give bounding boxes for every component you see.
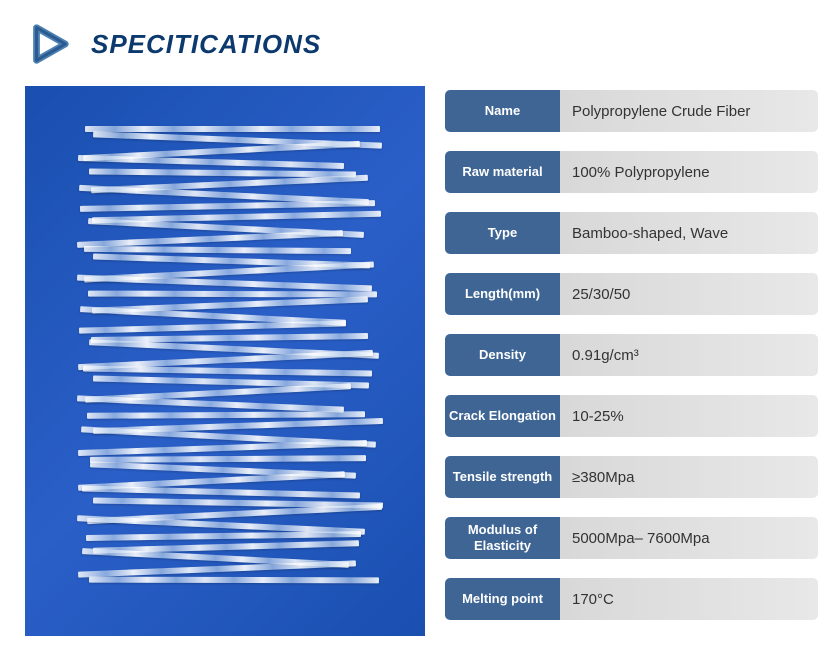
fiber-strip	[88, 291, 377, 298]
spec-value: 0.91g/cm³	[560, 334, 818, 376]
spec-value: 10-25%	[560, 395, 818, 437]
spec-label: Density	[445, 334, 560, 376]
spec-label: Raw material	[445, 151, 560, 193]
fiber-strip	[77, 395, 344, 412]
spec-label: Tensile strength	[445, 456, 560, 498]
spec-value: Polypropylene Crude Fiber	[560, 90, 818, 132]
spec-label: Type	[445, 212, 560, 254]
spec-row: Modulus of Elasticity5000Mpa– 7600Mpa	[445, 517, 818, 559]
spec-label: Length(mm)	[445, 273, 560, 315]
spec-row: Density0.91g/cm³	[445, 334, 818, 376]
spec-value: 100% Polypropylene	[560, 151, 818, 193]
fiber-strip	[90, 455, 366, 463]
spec-value: Bamboo-shaped, Wave	[560, 212, 818, 254]
fiber-strip	[79, 320, 346, 333]
spec-value: 170°C	[560, 578, 818, 620]
fiber-strip	[89, 577, 379, 584]
fiber-strip	[87, 411, 365, 419]
content-area: NamePolypropylene Crude FiberRaw materia…	[25, 86, 818, 636]
spec-label: Crack Elongation	[445, 395, 560, 437]
spec-label: Melting point	[445, 578, 560, 620]
spec-row: Length(mm)25/30/50	[445, 273, 818, 315]
spec-value: ≥380Mpa	[560, 456, 818, 498]
spec-row: NamePolypropylene Crude Fiber	[445, 90, 818, 132]
spec-row: Melting point170°C	[445, 578, 818, 620]
spec-value: 5000Mpa– 7600Mpa	[560, 517, 818, 559]
fiber-strip	[83, 366, 372, 377]
page-title: SPECITICATIONS	[91, 29, 321, 60]
spec-row: Tensile strength≥380Mpa	[445, 456, 818, 498]
product-image	[25, 86, 425, 636]
fiber-strip	[78, 440, 367, 456]
spec-label: Name	[445, 90, 560, 132]
spec-table: NamePolypropylene Crude FiberRaw materia…	[445, 86, 818, 636]
spec-value: 25/30/50	[560, 273, 818, 315]
fiber-strip	[84, 246, 351, 254]
fiber-strip	[86, 531, 361, 541]
triangle-icon	[25, 20, 73, 68]
spec-row: Crack Elongation10-25%	[445, 395, 818, 437]
fiber-strip	[78, 155, 344, 169]
fiber-bundle	[75, 126, 375, 596]
spec-row: TypeBamboo-shaped, Wave	[445, 212, 818, 254]
fiber-strip	[80, 200, 375, 212]
fiber-strip	[78, 560, 356, 577]
header: SPECITICATIONS	[25, 20, 818, 68]
spec-row: Raw material100% Polypropylene	[445, 151, 818, 193]
fiber-strip	[77, 275, 372, 292]
spec-label: Modulus of Elasticity	[445, 517, 560, 559]
fiber-strip	[85, 126, 380, 132]
fiber-strip	[81, 486, 359, 499]
